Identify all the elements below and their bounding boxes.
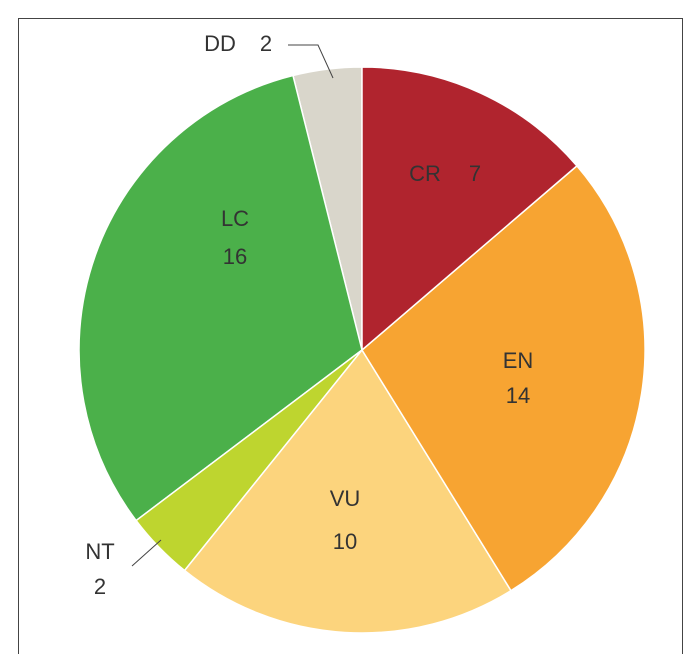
slice-value: 2 bbox=[94, 574, 106, 599]
frame bbox=[18, 18, 683, 654]
slice-label: EN bbox=[503, 348, 534, 373]
slice-value: 10 bbox=[333, 529, 357, 554]
pie-slice bbox=[183, 348, 513, 634]
leader-line bbox=[131, 539, 162, 567]
slice-label: CR bbox=[409, 161, 441, 186]
pie-slice bbox=[78, 74, 363, 522]
slice-value: 14 bbox=[506, 383, 530, 408]
slice-label: VU bbox=[330, 486, 361, 511]
slice-value: 16 bbox=[223, 244, 247, 269]
pie-slice bbox=[361, 164, 646, 592]
slice-label: DD bbox=[204, 31, 236, 56]
slice-value: 2 bbox=[260, 31, 272, 56]
leader-line bbox=[288, 44, 334, 79]
pie-slice bbox=[361, 66, 578, 352]
slice-label: NT bbox=[85, 539, 114, 564]
slice-value: 7 bbox=[469, 161, 481, 186]
slice-label: LC bbox=[221, 206, 249, 231]
